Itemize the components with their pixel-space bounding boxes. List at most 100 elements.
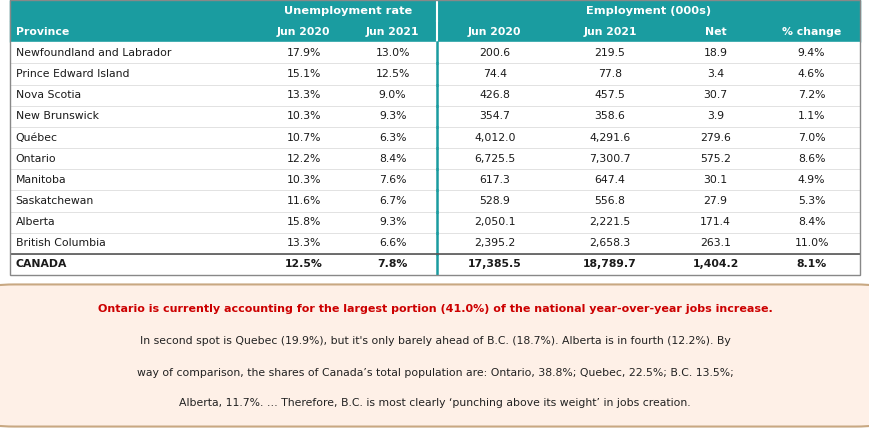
Text: 200.6: 200.6 bbox=[479, 48, 510, 58]
Text: Alberta, 11.7%. … Therefore, B.C. is most clearly ‘punching above its weight’ in: Alberta, 11.7%. … Therefore, B.C. is mos… bbox=[179, 398, 690, 408]
Text: 18.9: 18.9 bbox=[703, 48, 726, 58]
Text: 3.4: 3.4 bbox=[706, 69, 723, 79]
Text: 12.2%: 12.2% bbox=[286, 154, 321, 164]
Text: 18,789.7: 18,789.7 bbox=[582, 259, 636, 269]
Bar bbox=[10, 212, 859, 233]
Text: 7,300.7: 7,300.7 bbox=[588, 154, 630, 164]
Text: Unemployment rate: Unemployment rate bbox=[283, 6, 412, 16]
Text: 7.0%: 7.0% bbox=[797, 132, 825, 142]
Text: 426.8: 426.8 bbox=[479, 90, 509, 100]
Text: Jun 2020: Jun 2020 bbox=[468, 27, 521, 37]
Text: 457.5: 457.5 bbox=[594, 90, 625, 100]
Text: Jun 2020: Jun 2020 bbox=[276, 27, 330, 37]
Text: 27.9: 27.9 bbox=[703, 196, 726, 206]
Text: 6.3%: 6.3% bbox=[379, 132, 406, 142]
Text: % change: % change bbox=[781, 27, 840, 37]
Text: 5.3%: 5.3% bbox=[797, 196, 825, 206]
Text: 4.9%: 4.9% bbox=[797, 175, 825, 185]
Text: 6.6%: 6.6% bbox=[379, 238, 406, 248]
Text: 9.3%: 9.3% bbox=[379, 111, 406, 121]
Bar bbox=[10, 233, 859, 254]
Text: 2,658.3: 2,658.3 bbox=[588, 238, 630, 248]
Text: 10.7%: 10.7% bbox=[286, 132, 321, 142]
Text: 2,050.1: 2,050.1 bbox=[474, 217, 515, 227]
Text: Net: Net bbox=[704, 27, 726, 37]
Bar bbox=[10, 191, 859, 212]
Text: Manitoba: Manitoba bbox=[16, 175, 66, 185]
Text: 11.6%: 11.6% bbox=[286, 196, 321, 206]
Text: 13.3%: 13.3% bbox=[286, 90, 321, 100]
Text: 2,221.5: 2,221.5 bbox=[588, 217, 630, 227]
Text: 647.4: 647.4 bbox=[594, 175, 625, 185]
Text: 171.4: 171.4 bbox=[700, 217, 730, 227]
Text: 4.6%: 4.6% bbox=[797, 69, 825, 79]
Text: 2,395.2: 2,395.2 bbox=[474, 238, 514, 248]
Text: way of comparison, the shares of Canada’s total population are: Ontario, 38.8%; : way of comparison, the shares of Canada’… bbox=[136, 368, 733, 378]
Text: 556.8: 556.8 bbox=[594, 196, 625, 206]
Text: 12.5%: 12.5% bbox=[284, 259, 322, 269]
Text: Newfoundland and Labrador: Newfoundland and Labrador bbox=[16, 48, 170, 58]
Text: Ontario is currently accounting for the largest portion (41.0%) of the national : Ontario is currently accounting for the … bbox=[97, 304, 772, 314]
Text: Jun 2021: Jun 2021 bbox=[582, 27, 636, 37]
Text: 1.1%: 1.1% bbox=[797, 111, 825, 121]
Text: 7.6%: 7.6% bbox=[379, 175, 406, 185]
Text: CANADA: CANADA bbox=[16, 259, 67, 269]
Text: 6,725.5: 6,725.5 bbox=[474, 154, 514, 164]
Bar bbox=[10, 21, 859, 42]
Text: 12.5%: 12.5% bbox=[375, 69, 409, 79]
Text: 7.2%: 7.2% bbox=[797, 90, 825, 100]
Text: New Brunswick: New Brunswick bbox=[16, 111, 98, 121]
Text: Prince Edward Island: Prince Edward Island bbox=[16, 69, 129, 79]
FancyBboxPatch shape bbox=[0, 284, 869, 427]
Text: 1,404.2: 1,404.2 bbox=[692, 259, 738, 269]
Text: 358.6: 358.6 bbox=[594, 111, 625, 121]
Text: 8.4%: 8.4% bbox=[379, 154, 406, 164]
Text: 15.8%: 15.8% bbox=[286, 217, 321, 227]
Text: 8.4%: 8.4% bbox=[797, 217, 825, 227]
Text: 30.1: 30.1 bbox=[703, 175, 726, 185]
Text: 10.3%: 10.3% bbox=[286, 175, 321, 185]
Text: Employment (000s): Employment (000s) bbox=[585, 6, 710, 16]
Text: 11.0%: 11.0% bbox=[793, 238, 828, 248]
Text: Ontario: Ontario bbox=[16, 154, 56, 164]
Bar bbox=[10, 148, 859, 169]
Bar bbox=[10, 127, 859, 148]
Text: 8.1%: 8.1% bbox=[795, 259, 826, 269]
Text: 4,012.0: 4,012.0 bbox=[474, 132, 515, 142]
Text: 13.3%: 13.3% bbox=[286, 238, 321, 248]
Text: 279.6: 279.6 bbox=[700, 132, 730, 142]
Text: 8.6%: 8.6% bbox=[797, 154, 825, 164]
Text: 13.0%: 13.0% bbox=[375, 48, 409, 58]
Text: 17.9%: 17.9% bbox=[286, 48, 321, 58]
Text: Province: Province bbox=[16, 27, 69, 37]
Text: Saskatchewan: Saskatchewan bbox=[16, 196, 94, 206]
Bar bbox=[10, 42, 859, 64]
Text: 3.9: 3.9 bbox=[706, 111, 723, 121]
Text: In second spot is Quebec (19.9%), but it's only barely ahead of B.C. (18.7%). Al: In second spot is Quebec (19.9%), but it… bbox=[139, 336, 730, 346]
Bar bbox=[10, 84, 859, 106]
Text: 4,291.6: 4,291.6 bbox=[588, 132, 630, 142]
Text: 30.7: 30.7 bbox=[703, 90, 726, 100]
Text: British Columbia: British Columbia bbox=[16, 238, 105, 248]
Text: 17,385.5: 17,385.5 bbox=[468, 259, 521, 269]
Text: 10.3%: 10.3% bbox=[286, 111, 321, 121]
Text: Jun 2021: Jun 2021 bbox=[366, 27, 419, 37]
Text: Nova Scotia: Nova Scotia bbox=[16, 90, 81, 100]
Bar bbox=[10, 106, 859, 127]
Text: 15.1%: 15.1% bbox=[286, 69, 321, 79]
Text: 9.3%: 9.3% bbox=[379, 217, 406, 227]
Bar bbox=[10, 169, 859, 191]
Bar bbox=[10, 64, 859, 84]
Text: 7.8%: 7.8% bbox=[377, 259, 408, 269]
Text: 617.3: 617.3 bbox=[479, 175, 509, 185]
Text: Québec: Québec bbox=[16, 132, 57, 142]
Text: 219.5: 219.5 bbox=[594, 48, 625, 58]
Text: 9.0%: 9.0% bbox=[378, 90, 406, 100]
Text: 528.9: 528.9 bbox=[479, 196, 509, 206]
Text: 9.4%: 9.4% bbox=[797, 48, 825, 58]
Text: 6.7%: 6.7% bbox=[379, 196, 406, 206]
Text: 77.8: 77.8 bbox=[597, 69, 621, 79]
Bar bbox=[10, 0, 859, 21]
Text: 354.7: 354.7 bbox=[479, 111, 509, 121]
Text: Alberta: Alberta bbox=[16, 217, 55, 227]
